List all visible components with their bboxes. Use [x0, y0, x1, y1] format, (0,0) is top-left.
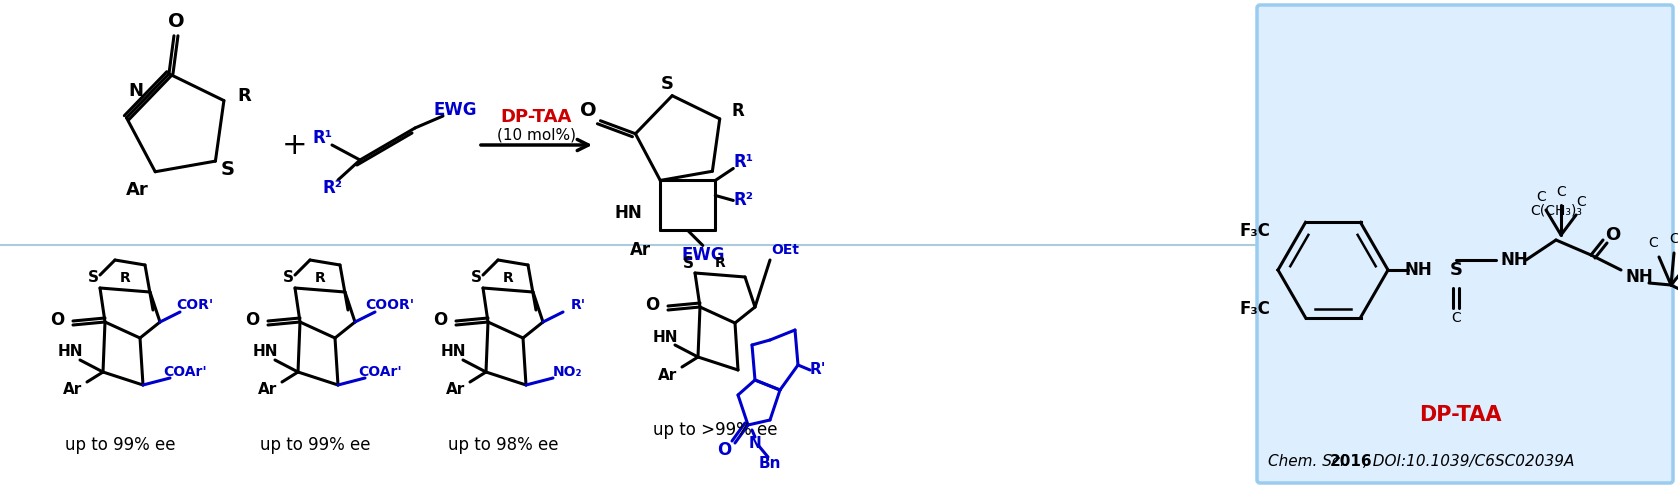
Text: C(CH₃)₃: C(CH₃)₃	[1530, 203, 1582, 217]
Text: F₃C: F₃C	[1240, 222, 1270, 240]
Text: O: O	[433, 311, 446, 329]
Text: Ar: Ar	[64, 383, 82, 398]
Text: NH: NH	[1624, 268, 1653, 286]
Text: NH: NH	[1500, 251, 1529, 269]
Text: R': R'	[810, 363, 826, 378]
Text: HN: HN	[440, 345, 466, 360]
Text: O: O	[245, 311, 258, 329]
Text: COAr': COAr'	[163, 365, 206, 379]
Text: NH: NH	[1404, 261, 1431, 279]
Text: Ar: Ar	[658, 367, 678, 383]
Text: S: S	[87, 270, 99, 285]
Text: C: C	[1670, 232, 1678, 246]
Text: S: S	[683, 256, 693, 270]
Text: N: N	[748, 435, 762, 450]
Text: Ar: Ar	[446, 383, 465, 398]
Text: C: C	[1648, 236, 1658, 250]
Text: COOR': COOR'	[366, 298, 414, 312]
Text: O: O	[717, 441, 732, 459]
Text: Chem. Sci.: Chem. Sci.	[1269, 454, 1354, 469]
Text: R: R	[315, 271, 326, 285]
Text: OEt: OEt	[770, 243, 799, 257]
Text: DP-TAA: DP-TAA	[500, 108, 572, 126]
Text: R²: R²	[322, 179, 342, 197]
Text: R: R	[732, 102, 743, 120]
Text: DP-TAA: DP-TAA	[1420, 405, 1502, 425]
Text: Ar: Ar	[258, 383, 277, 398]
Text: up to 99% ee: up to 99% ee	[260, 436, 371, 454]
Text: R¹: R¹	[733, 153, 753, 171]
Text: +: +	[282, 130, 307, 160]
Text: S: S	[282, 270, 294, 285]
Text: R: R	[503, 271, 513, 285]
Text: F₃C: F₃C	[1240, 301, 1270, 319]
Text: R: R	[119, 271, 131, 285]
Text: HN: HN	[614, 204, 643, 223]
Text: O: O	[581, 101, 597, 120]
Text: Ar: Ar	[126, 181, 149, 199]
Text: O: O	[644, 296, 659, 314]
Text: , DOI:10.1039/C6SC02039A: , DOI:10.1039/C6SC02039A	[1363, 454, 1574, 469]
Text: R': R'	[571, 298, 586, 312]
Text: S: S	[220, 160, 235, 179]
Text: up to 99% ee: up to 99% ee	[65, 436, 175, 454]
Text: R²: R²	[733, 191, 753, 209]
Text: HN: HN	[653, 329, 678, 345]
Text: O: O	[1606, 226, 1621, 244]
Text: C: C	[1576, 195, 1586, 209]
Text: Bn: Bn	[758, 455, 782, 470]
Text: Ar: Ar	[629, 242, 651, 260]
Text: NO₂: NO₂	[554, 365, 582, 379]
Text: 2016: 2016	[1331, 454, 1373, 469]
Text: EWG: EWG	[681, 246, 725, 264]
Text: C: C	[1535, 190, 1545, 204]
Text: N: N	[128, 82, 143, 100]
Text: COAr': COAr'	[357, 365, 401, 379]
Text: up to >99% ee: up to >99% ee	[653, 421, 777, 439]
Text: HN: HN	[57, 345, 82, 360]
Text: S: S	[470, 270, 482, 285]
Text: S: S	[1450, 261, 1463, 279]
Text: O: O	[168, 12, 185, 31]
Text: C: C	[1556, 185, 1566, 199]
FancyBboxPatch shape	[1257, 5, 1673, 483]
Text: (10 mol%): (10 mol%)	[497, 127, 576, 142]
Text: R¹: R¹	[312, 129, 332, 147]
Text: EWG: EWG	[433, 101, 477, 119]
Text: COR': COR'	[176, 298, 213, 312]
Text: O: O	[50, 311, 64, 329]
Text: S: S	[661, 75, 673, 93]
Text: up to 98% ee: up to 98% ee	[448, 436, 559, 454]
Text: HN: HN	[252, 345, 279, 360]
Text: R: R	[237, 86, 250, 104]
Text: R: R	[715, 256, 725, 270]
Text: C: C	[1451, 311, 1462, 325]
